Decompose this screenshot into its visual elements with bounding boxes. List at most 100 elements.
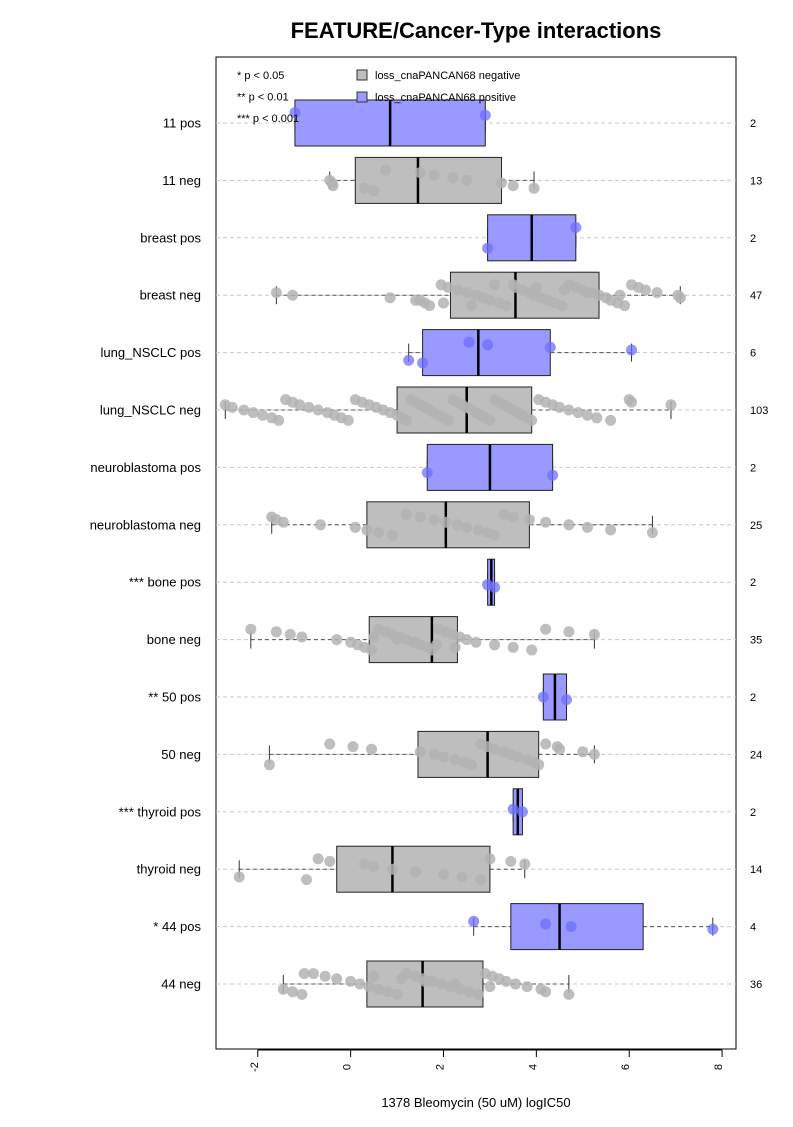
group-label: *** bone pos (129, 575, 202, 590)
data-point (368, 970, 380, 982)
data-point (319, 970, 331, 982)
data-point (591, 412, 603, 424)
group-label: lung_NSCLC pos (101, 345, 202, 360)
group-label: lung_NSCLC neg (100, 403, 201, 418)
legend-label: loss_cnaPANCAN68 negative (375, 70, 520, 82)
data-point (410, 866, 422, 878)
data-point (489, 279, 501, 291)
data-point (386, 529, 398, 541)
data-point (324, 738, 336, 750)
data-point (619, 300, 631, 312)
data-point (626, 344, 638, 356)
data-point (674, 292, 686, 304)
data-point (507, 803, 519, 815)
data-point (428, 169, 440, 181)
x-tick-label: 8 (713, 1064, 725, 1070)
data-point (414, 294, 426, 306)
group-count: 2 (750, 807, 756, 819)
data-point (435, 978, 447, 990)
data-point (482, 242, 494, 254)
data-point (523, 514, 535, 526)
data-point (570, 221, 582, 233)
data-point (347, 741, 359, 753)
data-point (349, 521, 361, 533)
data-point (556, 300, 568, 312)
data-point (391, 988, 403, 1000)
data-point (386, 863, 398, 875)
data-point (379, 164, 391, 176)
group-label: 44 neg (161, 977, 201, 992)
group-count: 2 (750, 692, 756, 704)
data-point (577, 746, 589, 758)
group-count: 35 (750, 635, 762, 647)
data-point (489, 743, 501, 755)
group-count: 2 (750, 118, 756, 130)
data-point (428, 514, 440, 526)
data-point (561, 694, 573, 706)
group-label: 50 neg (161, 747, 201, 762)
data-point (465, 300, 477, 312)
data-point (516, 806, 528, 818)
data-point (461, 521, 473, 533)
data-point (273, 414, 285, 426)
box-positive (422, 329, 551, 377)
box-negative (354, 156, 503, 204)
data-point (509, 978, 521, 990)
data-point (366, 743, 378, 755)
data-point (270, 287, 282, 299)
data-point (308, 968, 319, 980)
data-point (449, 641, 461, 653)
data-point (449, 754, 461, 766)
data-point (484, 853, 496, 865)
data-point (512, 751, 524, 763)
data-point (554, 743, 566, 755)
data-point (428, 748, 440, 760)
data-point (537, 691, 549, 703)
data-point (533, 759, 545, 771)
data-point (475, 874, 487, 886)
x-tick-label: 0 (342, 1064, 354, 1070)
data-point (651, 287, 663, 299)
data-point (331, 973, 343, 985)
data-point (463, 336, 475, 348)
data-point (294, 399, 306, 411)
group-label: bone neg (147, 632, 201, 647)
data-point (438, 297, 449, 309)
data-point (296, 631, 308, 643)
data-point (572, 407, 584, 419)
group-label: thyroid neg (137, 862, 201, 877)
data-point (366, 644, 378, 656)
data-point (368, 631, 380, 643)
group-count: 6 (750, 348, 756, 360)
data-point (451, 519, 463, 531)
data-point (447, 172, 459, 184)
data-point (314, 519, 326, 531)
data-point (540, 623, 552, 635)
x-axis-label: 1378 Bleomycin (50 uM) logIC50 (381, 1095, 570, 1110)
data-point (530, 281, 542, 293)
data-point (270, 626, 282, 638)
legend: * p < 0.05 ** p < 0.01 *** p < 0.001 loss_c… (237, 69, 520, 125)
data-point (289, 107, 301, 119)
data-point (521, 981, 533, 993)
data-point (298, 968, 310, 980)
data-point (639, 284, 651, 296)
group-count: 2 (750, 462, 756, 474)
data-point (247, 407, 259, 419)
group-count: 4 (750, 922, 756, 934)
group-label: breast pos (140, 230, 201, 245)
data-point (605, 524, 617, 536)
group-count: 13 (750, 175, 762, 187)
data-point (417, 357, 429, 369)
data-point (373, 983, 384, 995)
data-point (277, 983, 289, 995)
x-tick-label: 6 (620, 1064, 632, 1070)
data-point (563, 404, 575, 416)
data-point (354, 978, 366, 990)
data-point (563, 988, 575, 1000)
data-point (468, 915, 480, 927)
group-label: 11 neg (162, 173, 201, 188)
data-point (540, 918, 552, 930)
data-point (342, 414, 354, 426)
data-point (588, 748, 600, 760)
